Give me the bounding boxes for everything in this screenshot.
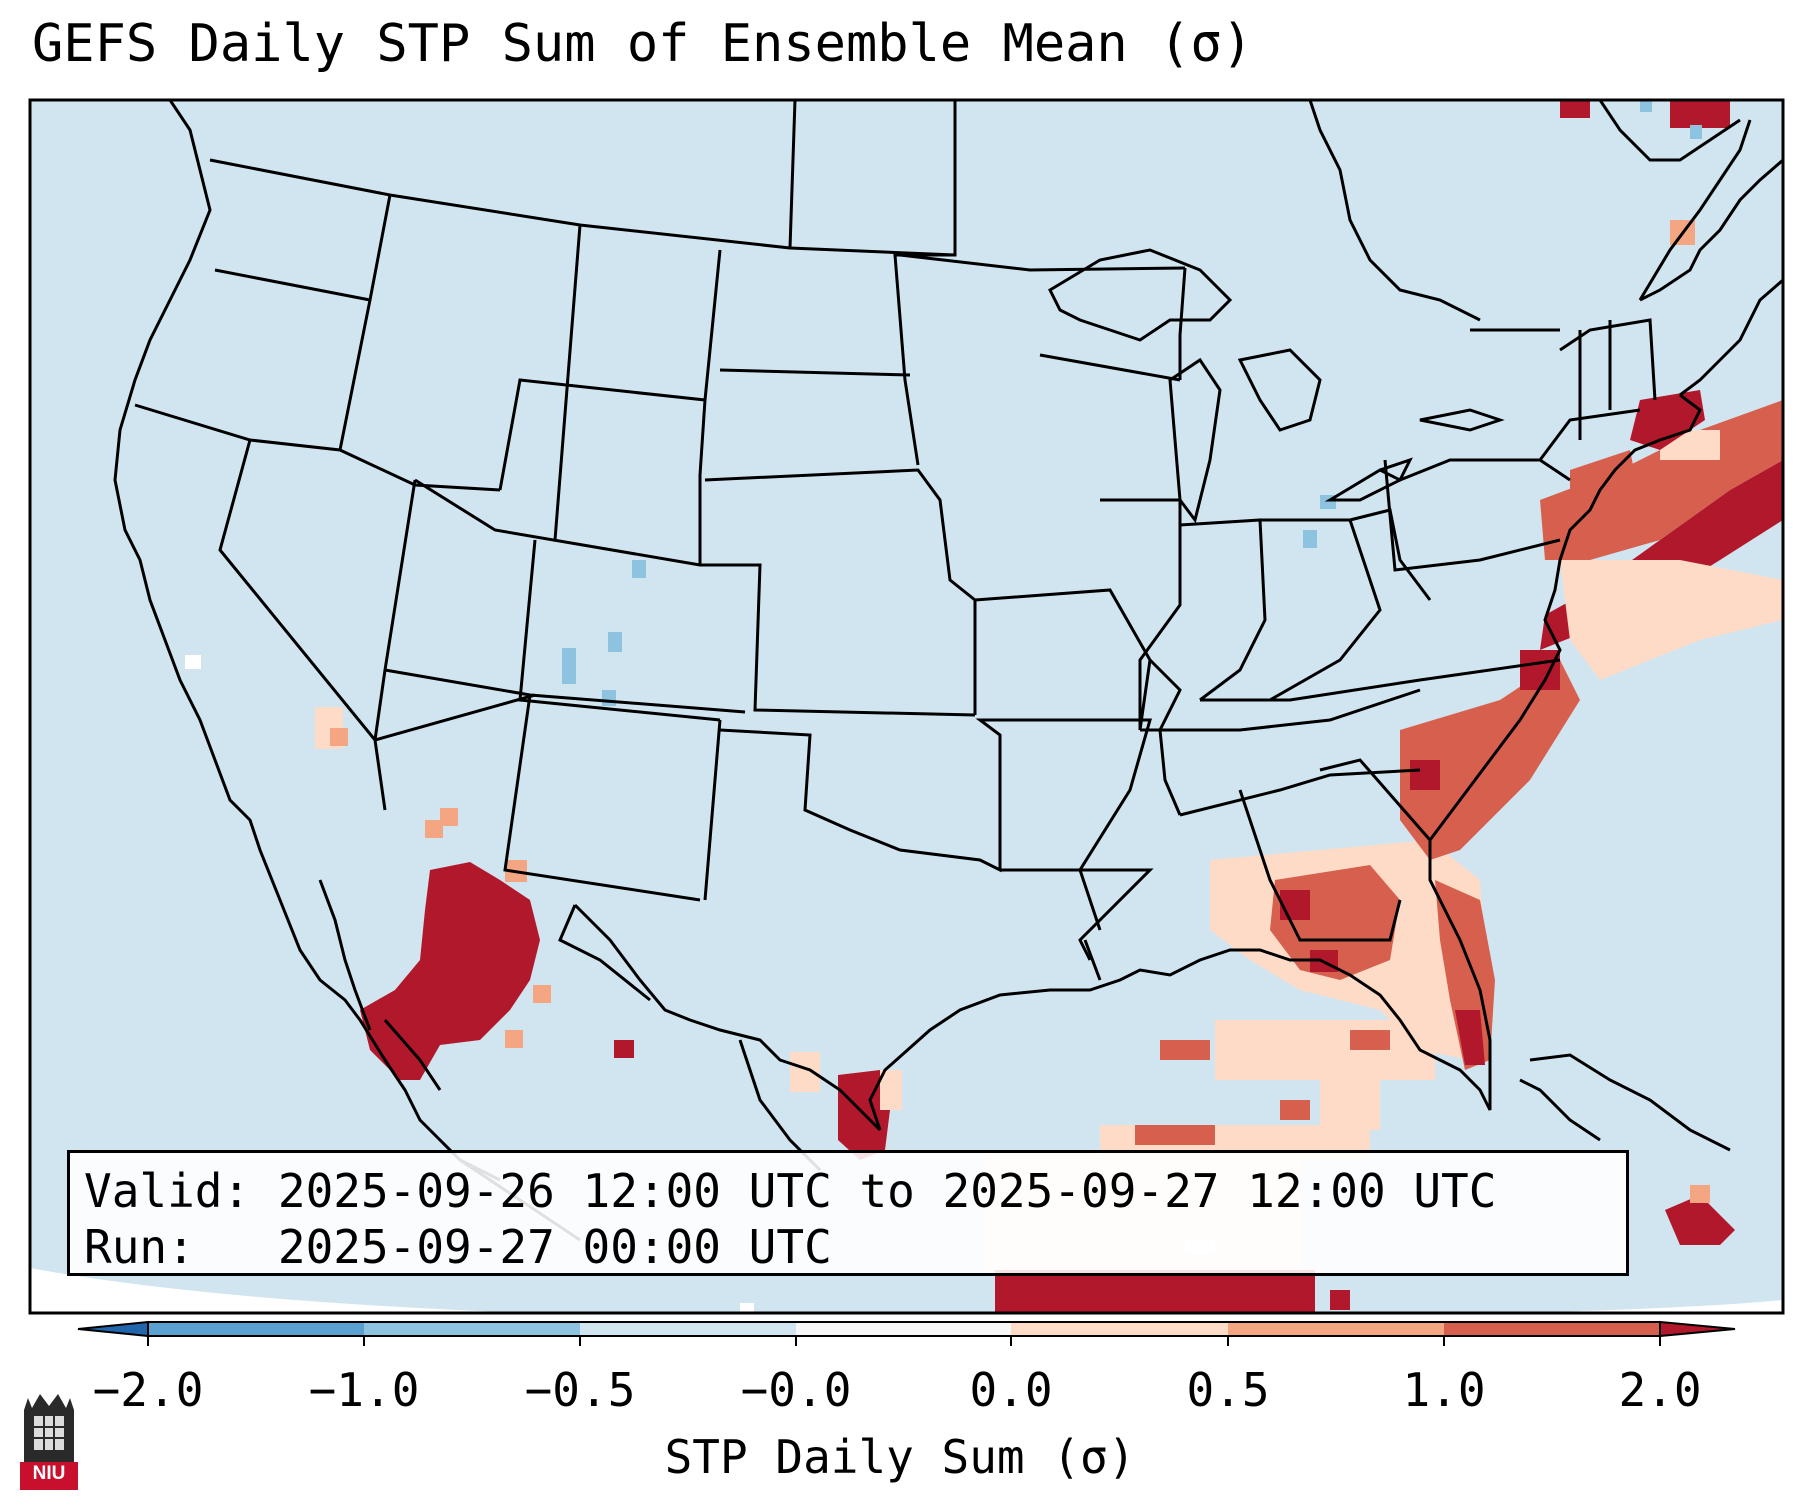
stp-region-carolinas-core [1410, 650, 1560, 790]
colorbar-tick-label: 0.5 [1186, 1363, 1270, 1417]
colorbar-tick-label: 0.0 [969, 1363, 1053, 1417]
stp-region-south-texas-edge [790, 1052, 902, 1110]
colorbar-segment-5 [1228, 1322, 1444, 1336]
valid-label: Valid: [84, 1164, 251, 1218]
coastlines [113, 100, 1783, 1182]
colorbar-extend-high [1659, 1320, 1736, 1338]
colorbar-outline [147, 1321, 1661, 1337]
stp-region-nv2 [330, 728, 348, 746]
map-title: GEFS Daily STP Sum of Ensemble Mean (σ) [32, 14, 1253, 74]
colorbar-tick-label: 2.0 [1618, 1363, 1702, 1417]
colorbar-segment-3 [796, 1322, 1011, 1336]
colorbar-segment-6 [1444, 1322, 1660, 1336]
stp-region-georgia-core [1280, 890, 1338, 972]
run-time: 2025-09-27 00:00 UTC [277, 1220, 832, 1274]
niu-logo [20, 1394, 78, 1490]
run-label: Run: [84, 1220, 195, 1274]
colorbar-segment-0 [148, 1322, 364, 1336]
stp-region-colorado [562, 560, 646, 706]
stp-region-maine [1560, 100, 1730, 128]
stp-region-atlantic-light [1560, 430, 1783, 680]
colorbar [77, 1320, 1736, 1346]
stp-region-caribbean-edge [1690, 1185, 1710, 1203]
colorbar-tick-label: −2.0 [92, 1363, 204, 1417]
stp-region-long-island [1630, 390, 1705, 450]
colorbar-tick-label: −1.0 [308, 1363, 420, 1417]
map-frame [28, 98, 1785, 1315]
colorbar-tick-label: −0.0 [740, 1363, 852, 1417]
colorbar-tick-label: −0.5 [524, 1363, 636, 1417]
stp-region-mexico-small [614, 1040, 634, 1058]
stp-region-arizona-edge [425, 808, 551, 1048]
colorbar-segment-4 [1011, 1322, 1228, 1336]
colorbar-title: STP Daily Sum (σ) [664, 1430, 1136, 1484]
stp-region-caribbean [1665, 1195, 1735, 1245]
colorbar-segment-1 [364, 1322, 580, 1336]
state-borders [134, 100, 1657, 981]
colorbar-tick-label: 1.0 [1402, 1363, 1486, 1417]
stp-region-florida-core [1455, 1010, 1485, 1065]
niu-logo-text: NIU [32, 1463, 66, 1484]
colorbar-extend-low [77, 1320, 149, 1338]
colorbar-ticks [147, 1336, 1661, 1346]
valid-run-info-box: Valid: 2025-09-26 12:00 UTC to 2025-09-2… [67, 1150, 1629, 1276]
stp-region-ny-coast [1570, 450, 1640, 560]
stp-region-cuba-patch [1330, 1290, 1350, 1310]
valid-range: 2025-09-26 12:00 UTC to 2025-09-27 12:00… [277, 1164, 1497, 1218]
stp-region-arizona [360, 862, 540, 1080]
colorbar-segment-2 [580, 1322, 796, 1336]
stp-region-gulf-red-strip [1135, 1030, 1390, 1145]
stp-region-gulf-south [995, 1270, 1315, 1313]
